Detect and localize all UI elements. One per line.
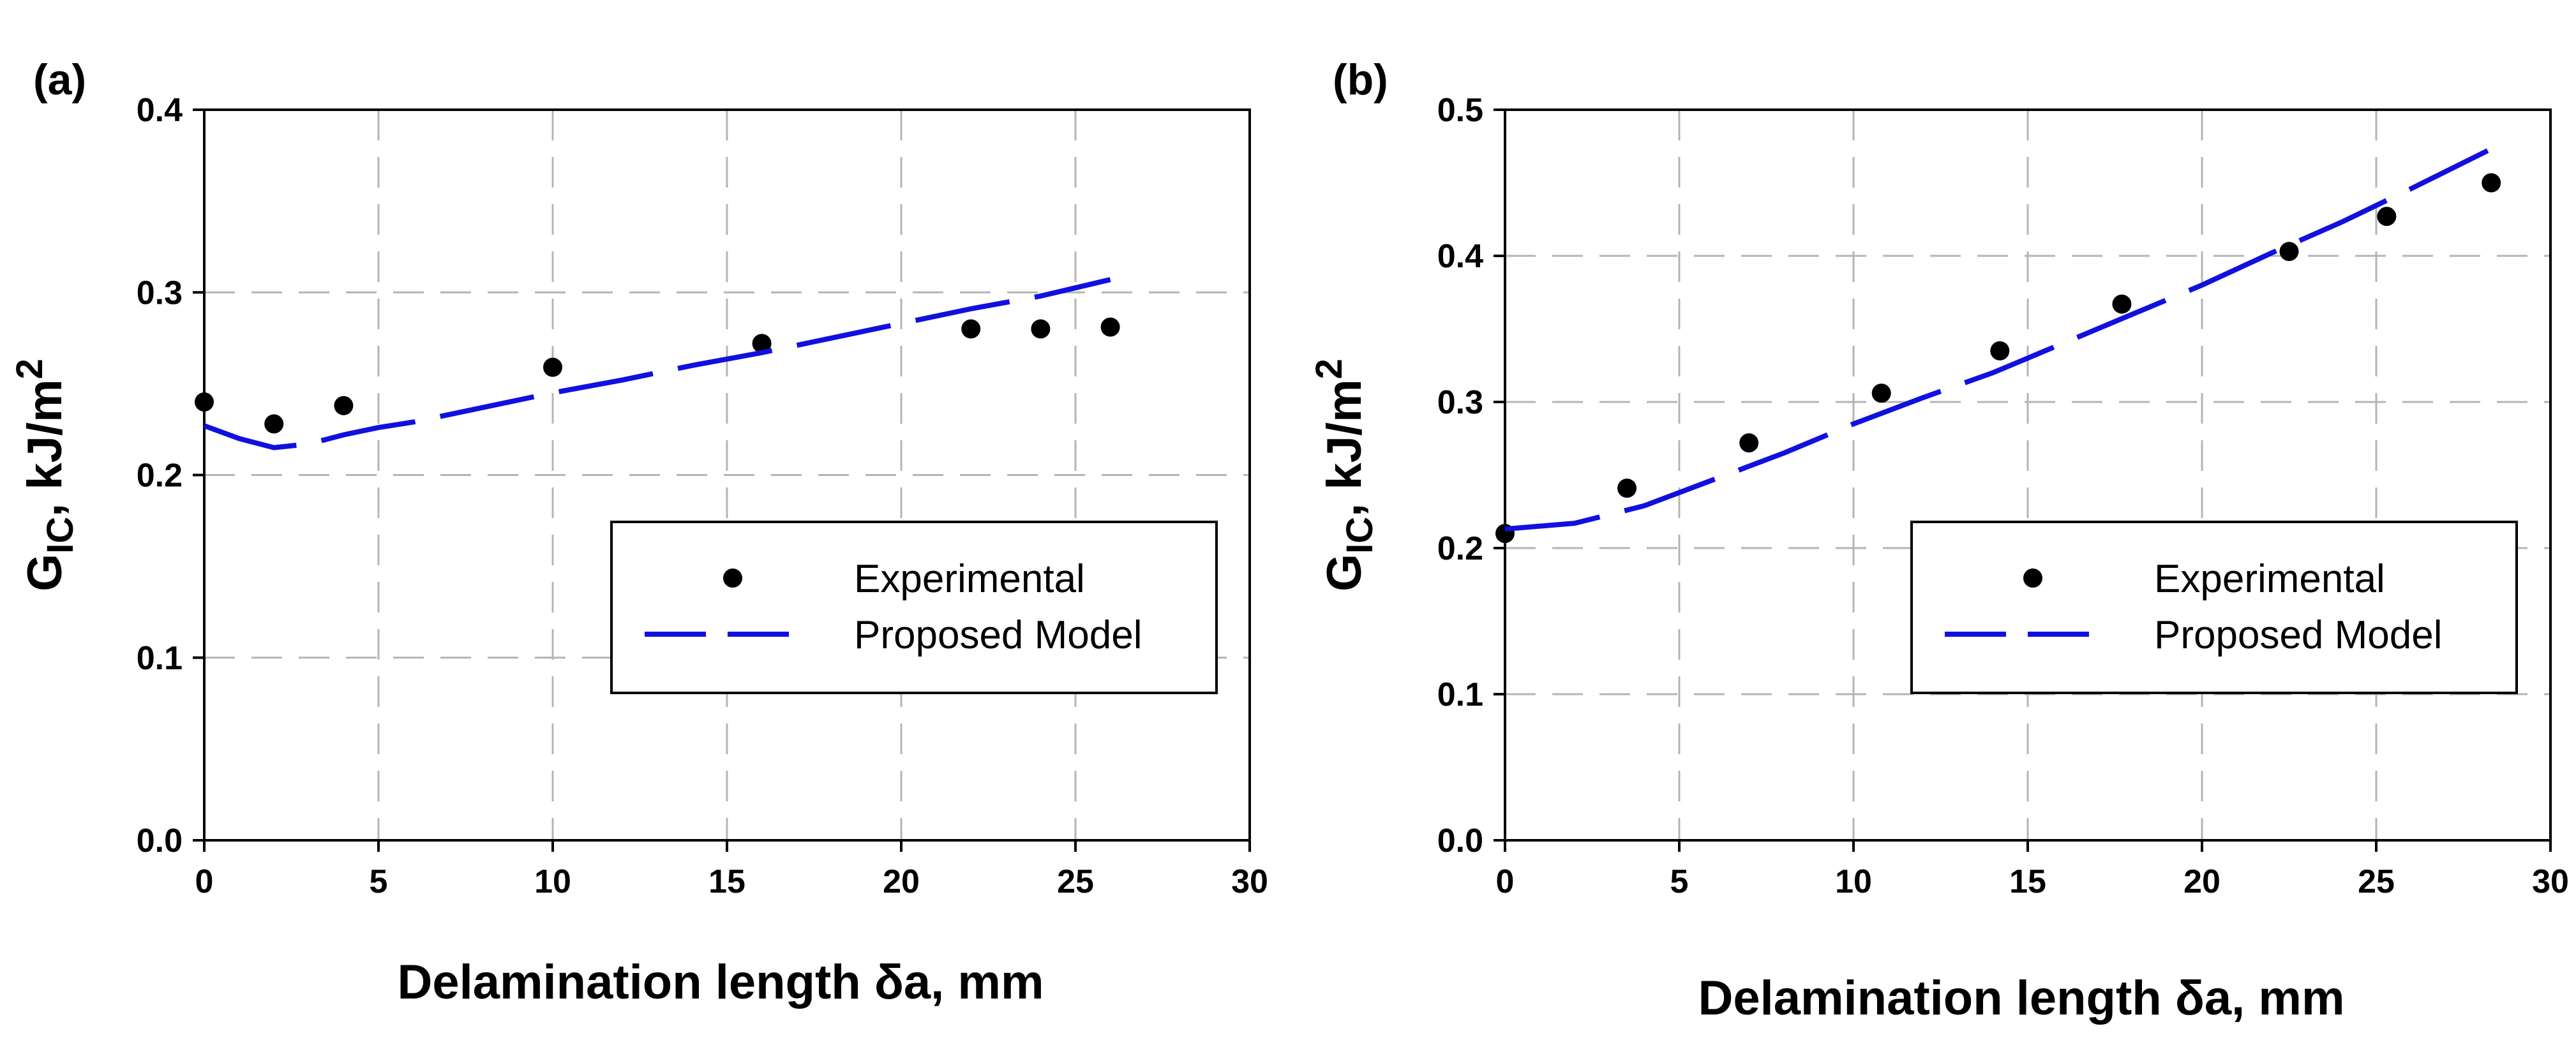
y-tick-label: 0.2 [1437,530,1483,567]
y-axis-label: GIC, kJ/m2 [1308,359,1381,591]
data-point [2377,207,2397,227]
data-point [543,357,562,377]
x-tick-label: 5 [1670,863,1689,900]
x-tick-label: 20 [883,863,920,900]
data-point [961,319,981,339]
legend-box [1910,521,2518,694]
data-point [1990,341,2010,360]
y-axis-label-sup: 2 [1308,359,1350,379]
y-axis-label-unit: , kJ/m [1317,379,1372,516]
y-axis-label-main: G [18,554,72,591]
legend: Experimental Proposed Model [1910,521,2518,694]
legend-point-swatch [723,568,742,588]
panel-label: (a) [33,56,86,104]
x-tick-label: 20 [2183,863,2220,900]
x-tick-label: 10 [1835,863,1872,900]
legend-box [610,521,1218,694]
x-tick-label: 10 [534,863,571,900]
y-tick-label: 0.4 [1437,238,1483,275]
x-tick-label: 30 [2532,863,2569,900]
x-tick-label: 25 [2358,863,2395,900]
y-tick-label: 0.1 [1437,676,1483,713]
legend-label: Proposed Model [2154,613,2443,657]
y-tick-label: 0.5 [1437,92,1483,129]
x-tick-label: 15 [2009,863,2046,900]
data-point [334,396,354,415]
experimental-points [195,317,1120,434]
x-tick-label: 25 [1057,863,1094,900]
data-point [264,414,284,434]
data-point [2482,173,2501,193]
data-point [2279,242,2299,262]
y-tick-label: 0.3 [137,274,183,311]
data-point [1739,433,1759,453]
y-axis-label-sub: IC [1339,517,1381,554]
chart-panel-b: 0 5 10 15 20 25 30 0.0 0.1 0.2 0.3 0.4 0.5 (b) Delamin… [1308,56,2569,1025]
y-axis-label-sup: 2 [9,359,50,379]
data-point [1871,383,1891,403]
data-point [2112,294,2132,314]
x-tick-label: 0 [1496,863,1515,900]
y-tick-label: 0.1 [137,640,183,677]
model-curve [1504,148,2489,532]
y-axis-label-sub: IC [40,517,81,554]
x-tick-label: 30 [1231,863,1268,900]
legend-label: Experimental [2154,557,2385,601]
y-axis-label-main: G [1317,554,1372,591]
legend-label: Proposed Model [854,613,1142,657]
x-tick-label: 5 [370,863,388,900]
y-tick-label: 0.3 [1437,384,1483,421]
x-tick-label: 15 [708,863,745,900]
model-curve [203,277,1111,450]
legend: Experimental Proposed Model [610,521,1218,694]
data-point [1031,319,1051,339]
data-point [1617,479,1637,498]
panel-label: (b) [1333,56,1388,104]
y-tick-label: 0.4 [137,92,183,129]
x-axis-label: Delamination length δa, mm [1698,971,2344,1025]
y-tick-label: 0.0 [1437,822,1483,859]
chart-panel-a: 0 5 10 15 20 25 30 0.0 0.1 0.2 0.3 0.4 (a) Delaminati… [9,56,1268,1009]
y-axis-label-unit: , kJ/m [18,379,72,516]
x-axis-label: Delamination length δa, mm [397,955,1044,1009]
legend-label: Experimental [854,557,1085,601]
y-tick-label: 0.2 [137,457,183,494]
data-point [1100,317,1120,337]
x-tick-label: 0 [195,863,214,900]
data-point [195,392,214,412]
experimental-points [1495,173,2501,544]
legend-point-swatch [2023,568,2042,588]
data-point [752,334,772,353]
y-axis-label: GIC, kJ/m2 [9,359,81,591]
y-tick-label: 0.0 [137,822,183,859]
